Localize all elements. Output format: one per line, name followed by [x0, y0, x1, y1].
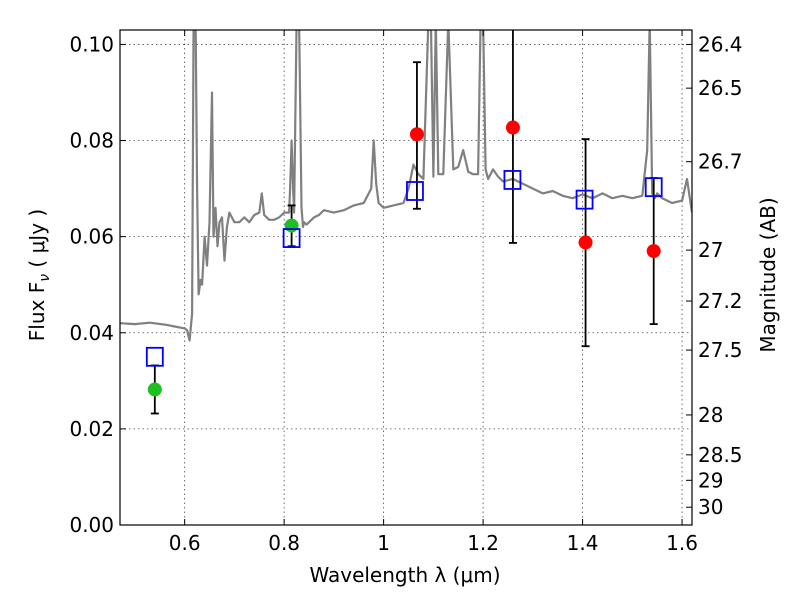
x-tick-label: 1.2 — [467, 531, 499, 555]
data-point — [578, 235, 593, 250]
mag-tick-label: 27.2 — [698, 289, 743, 313]
x-tick-label: 0.6 — [169, 531, 201, 555]
x-axis-title: Wavelength λ (μm) — [309, 563, 500, 587]
model-photometry-square — [644, 177, 663, 198]
y-tick-label: 0.10 — [69, 32, 114, 56]
x-tick-label: 1.6 — [666, 531, 698, 555]
model-photometry-square — [282, 228, 301, 248]
y-tick-label: 0.06 — [69, 225, 114, 249]
plot-frame — [119, 29, 693, 526]
mag-tick-label: 29 — [698, 468, 723, 492]
x-tick-label: 1 — [377, 531, 390, 555]
y2-axis-title: Magnitude (AB) — [756, 197, 780, 352]
data-point — [646, 244, 661, 259]
model-photometry-square — [575, 189, 594, 210]
x-tick-label: 1.4 — [567, 531, 599, 555]
markers — [145, 30, 663, 415]
mag-tick-label: 30 — [698, 495, 723, 519]
plot-area — [120, 30, 692, 342]
axes: 0.6 0.8 1 1.2 1.4 1.6 0.00 0.02 0.04 0.06 0.08 0.10… — [69, 29, 743, 555]
grid-layer — [120, 30, 692, 525]
data-point — [284, 218, 299, 233]
model-photometry-square — [503, 170, 522, 190]
y-tick-label: 0.04 — [69, 321, 114, 345]
x-tick-label: 0.8 — [268, 531, 300, 555]
data-point — [409, 127, 424, 142]
data-point — [505, 120, 520, 135]
mag-tick-label: 28.5 — [698, 443, 743, 467]
mag-tick-label: 28 — [698, 403, 723, 427]
y-tick-label: 0.02 — [69, 417, 114, 441]
data-point — [147, 382, 162, 397]
mag-tick-label: 27.5 — [698, 338, 743, 362]
y-tick-label: 0.00 — [69, 513, 114, 537]
mag-tick-label: 26.7 — [698, 150, 743, 174]
y-tick-label: 0.08 — [69, 129, 114, 153]
model-photometry-square — [406, 181, 424, 201]
mag-tick-label: 26.4 — [698, 32, 743, 56]
mag-tick-label: 27 — [698, 238, 723, 262]
mag-tick-label: 26.5 — [698, 76, 743, 100]
y-axis-title: Flux Fν ( μJy ) — [25, 209, 53, 341]
model-photometry-square — [145, 346, 164, 367]
model-spectrum-line — [120, 30, 692, 342]
